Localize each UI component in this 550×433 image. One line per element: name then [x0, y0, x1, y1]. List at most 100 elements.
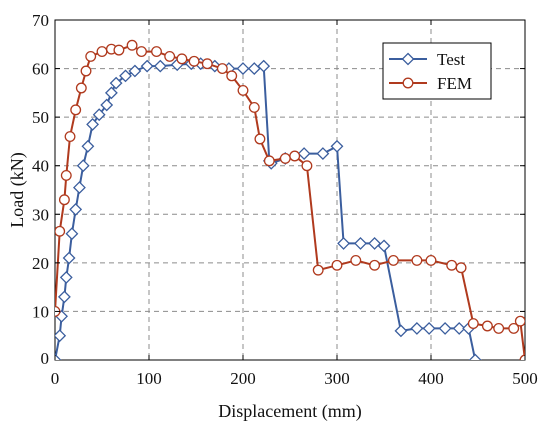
series-line-test — [55, 62, 477, 360]
series-layer — [55, 39, 525, 360]
data-point-fem — [411, 254, 423, 266]
data-point-test — [76, 159, 90, 173]
data-point-test — [297, 147, 311, 160]
data-point-fem — [80, 65, 92, 77]
y-axis-ticks: 10 20 30 40 50 60 70 0 — [32, 11, 525, 368]
data-point-fem — [164, 50, 176, 62]
x-tick-label: 0 — [51, 369, 60, 388]
data-point-test — [140, 59, 154, 73]
data-point-fem — [519, 354, 525, 360]
data-point-fem — [467, 318, 479, 330]
data-point-test — [330, 139, 344, 153]
data-point-test — [438, 322, 452, 335]
data-point-test — [109, 76, 123, 90]
data-point-fem — [70, 104, 82, 116]
y-tick-label: 10 — [32, 302, 49, 321]
y-tick-label: 50 — [32, 108, 49, 127]
legend-label-test: Test — [437, 50, 465, 69]
data-point-test — [128, 64, 142, 78]
data-point-fem — [350, 254, 362, 266]
data-point-fem — [113, 44, 125, 56]
data-point-test — [119, 69, 132, 83]
data-point-fem — [425, 254, 437, 266]
series-test — [55, 57, 482, 360]
data-point-fem — [331, 259, 343, 271]
data-point-test — [81, 139, 95, 153]
data-point-test — [57, 290, 71, 304]
data-point-test — [257, 59, 271, 73]
y-tick-label: 60 — [32, 60, 49, 79]
x-axis-label: Displacement (mm) — [218, 401, 361, 422]
y-tick-label: 20 — [32, 254, 49, 273]
data-point-fem — [55, 225, 66, 237]
data-point-fem — [481, 320, 493, 332]
data-point-fem — [126, 39, 138, 51]
data-point-fem — [289, 150, 301, 162]
data-point-fem — [514, 315, 525, 327]
data-point-fem — [201, 58, 213, 70]
x-tick-label: 100 — [136, 369, 162, 388]
data-point-test — [65, 227, 79, 241]
data-point-fem — [254, 133, 266, 145]
data-point-fem — [301, 160, 313, 172]
data-point-test — [337, 237, 350, 250]
data-point-fem — [188, 55, 200, 67]
data-point-test — [153, 59, 167, 73]
data-point-fem — [226, 70, 238, 82]
legend-box — [382, 42, 492, 100]
data-point-fem — [136, 46, 147, 58]
data-point-fem — [508, 322, 520, 334]
data-point-test — [92, 108, 106, 122]
data-point-fem — [279, 152, 291, 164]
series-fem — [55, 39, 525, 360]
data-point-test — [236, 62, 250, 75]
data-point-fem — [248, 101, 260, 113]
data-point-test — [69, 203, 83, 216]
data-point-fem — [312, 264, 324, 276]
data-point-fem — [369, 259, 381, 271]
data-point-test — [368, 237, 382, 250]
data-point-fem — [446, 259, 458, 271]
x-tick-label: 300 — [324, 369, 350, 388]
legend-marker-test — [401, 52, 415, 66]
legend-label-fem: FEM — [437, 74, 472, 93]
legend-marker-fem — [402, 77, 414, 89]
data-point-test — [59, 271, 73, 284]
x-tick-label: 500 — [512, 369, 538, 388]
data-point-test — [354, 237, 367, 250]
data-point-fem — [216, 63, 228, 75]
data-point-test — [394, 324, 408, 338]
data-point-fem — [263, 155, 275, 167]
data-point-test — [104, 86, 118, 100]
legend: Test FEM — [382, 42, 492, 100]
y-axis-label: Load (kN) — [7, 152, 28, 227]
data-point-test — [316, 147, 330, 160]
data-point-test — [422, 322, 436, 335]
data-point-test — [410, 322, 424, 335]
x-tick-label: 400 — [418, 369, 444, 388]
data-point-fem — [58, 194, 70, 206]
data-point-fem — [75, 82, 87, 94]
data-point-test — [452, 322, 466, 335]
data-point-test — [73, 181, 86, 194]
x-tick-label: 200 — [230, 369, 256, 388]
data-point-fem — [176, 53, 188, 65]
data-point-test — [62, 251, 76, 265]
y-origin-label: 0 — [41, 349, 50, 368]
data-point-fem — [151, 46, 162, 58]
data-point-test — [55, 353, 62, 360]
data-point-test — [55, 329, 67, 343]
data-point-fem — [60, 169, 72, 181]
data-point-test — [377, 239, 391, 253]
data-point-fem — [387, 254, 399, 266]
data-point-fem — [493, 322, 505, 334]
data-point-test — [100, 98, 114, 112]
data-point-test — [86, 118, 100, 131]
x-axis-ticks: 0 100 200 300 400 500 — [51, 20, 538, 388]
data-point-fem — [85, 50, 97, 62]
y-tick-label: 40 — [32, 157, 49, 176]
data-point-test — [468, 353, 482, 360]
data-point-fem — [64, 131, 76, 143]
data-point-fem — [237, 84, 249, 96]
